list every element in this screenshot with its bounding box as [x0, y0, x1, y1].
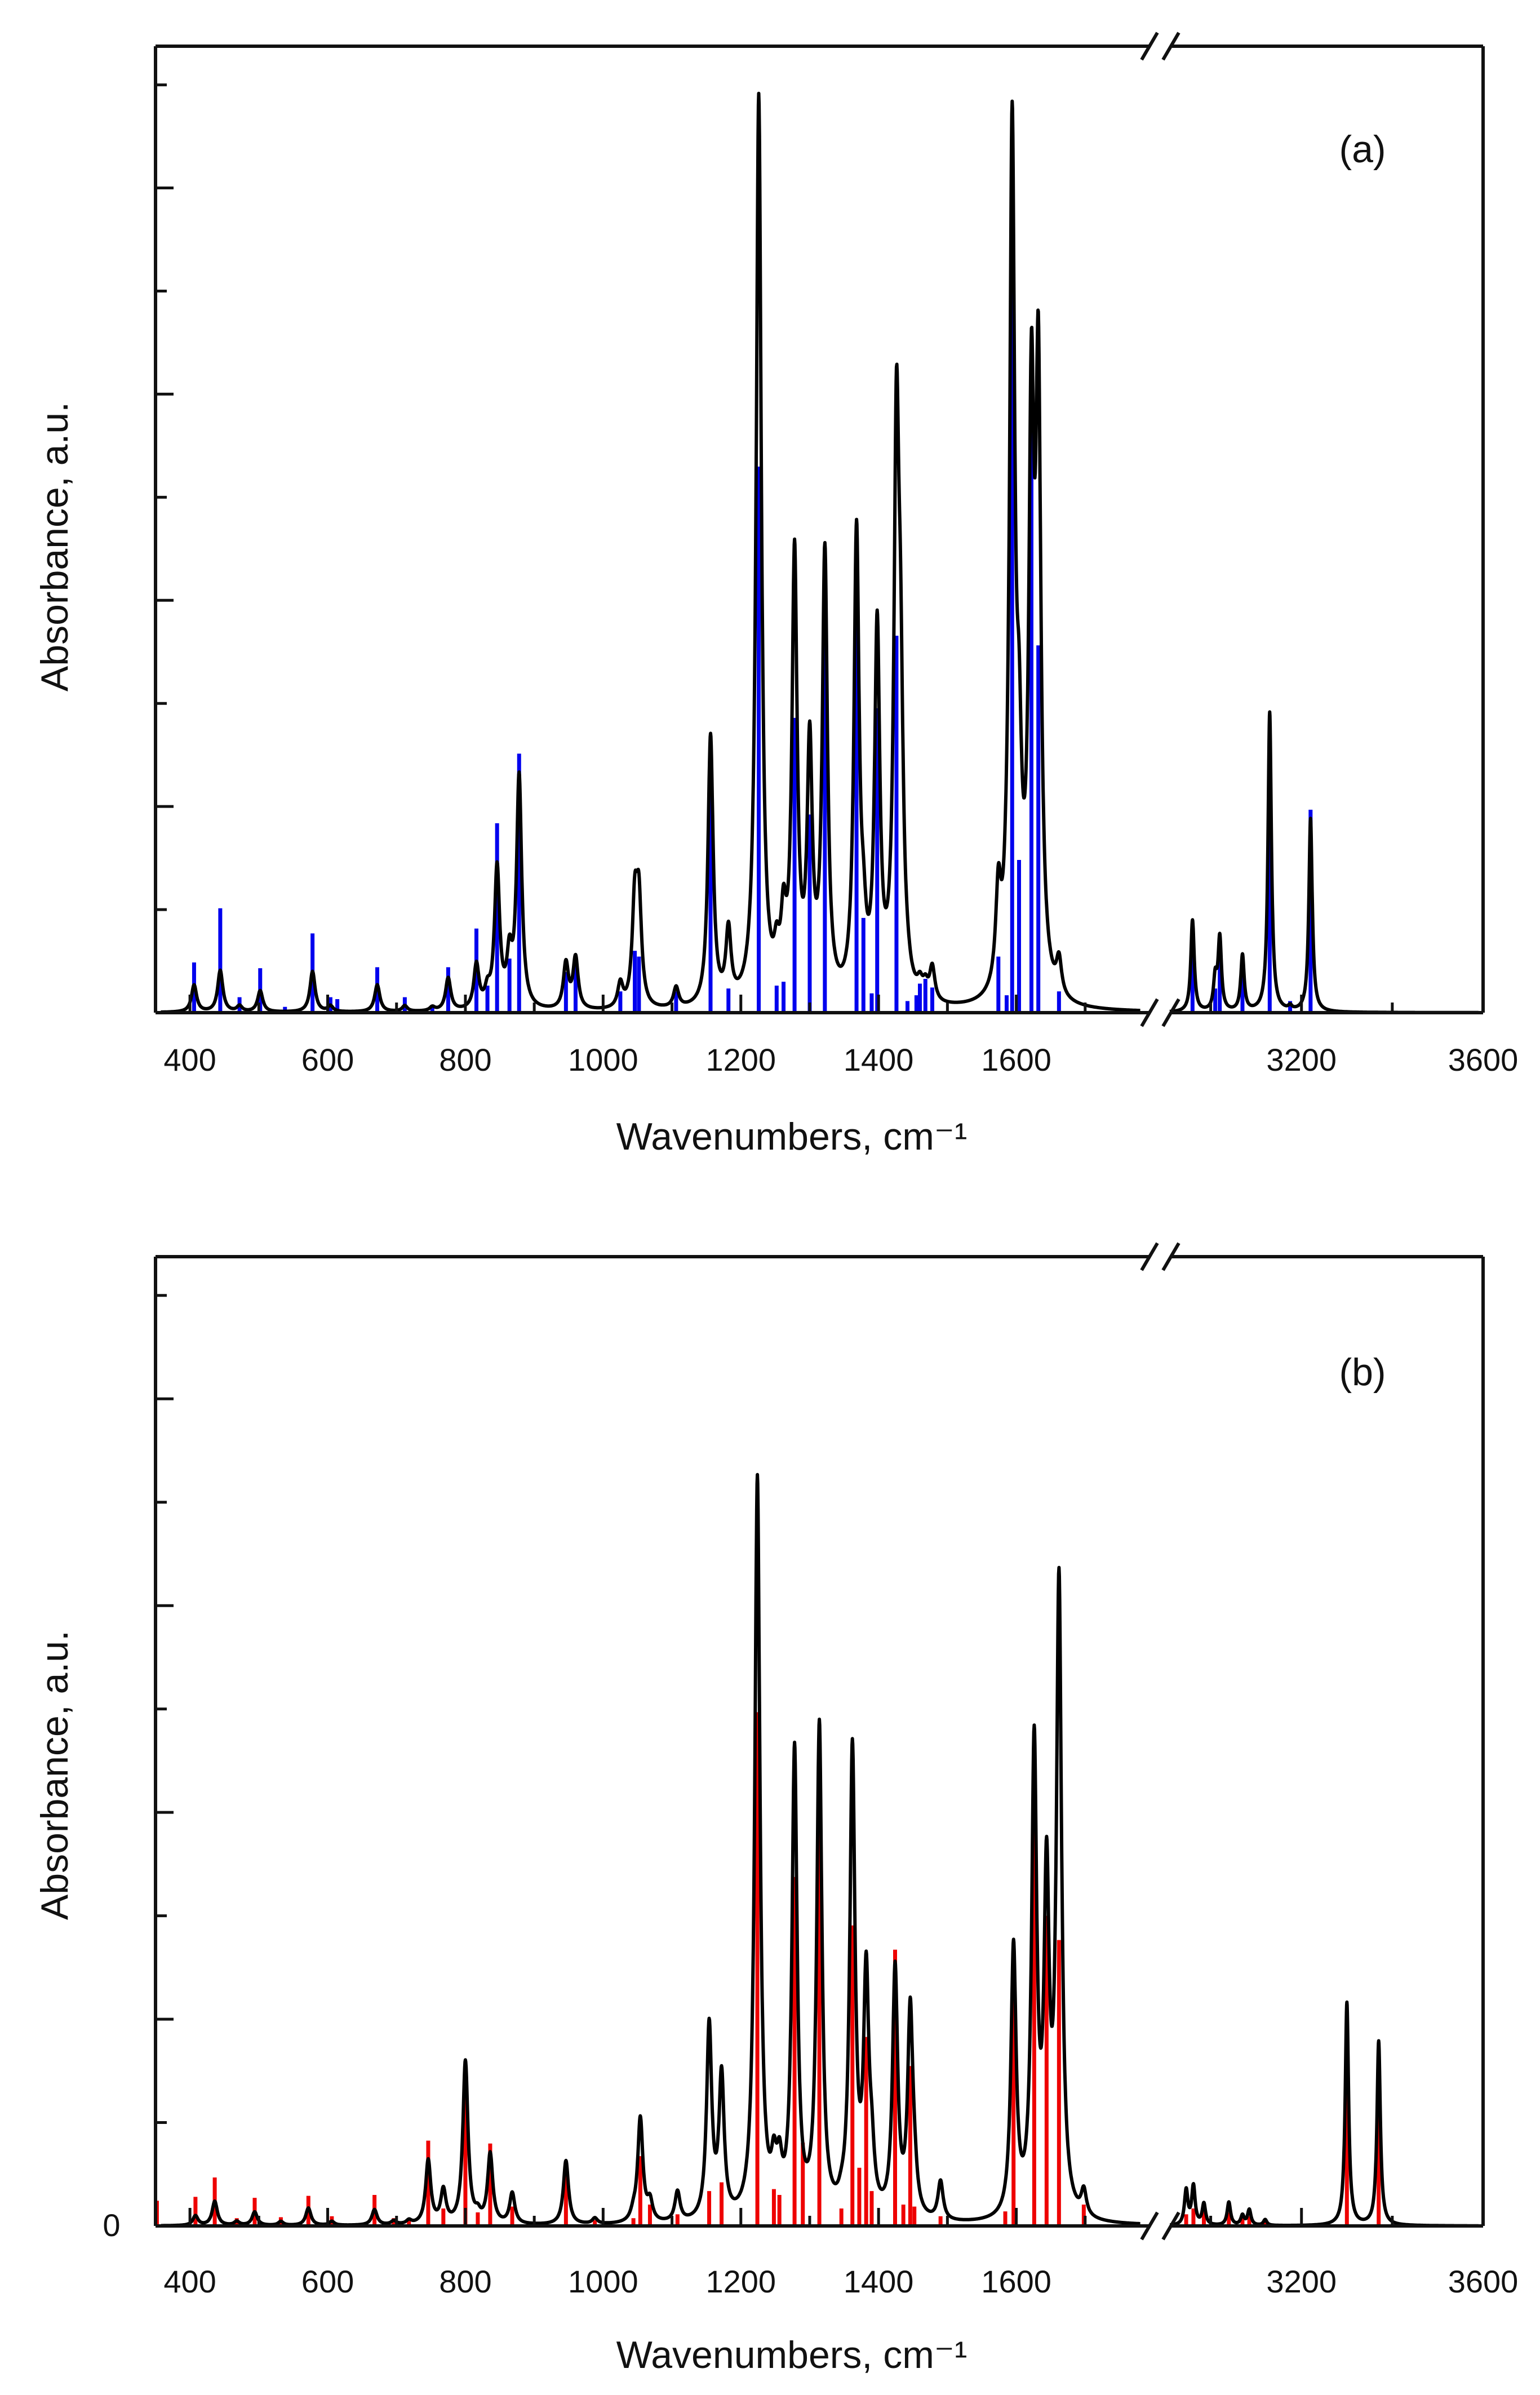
- x-tick-label: 1400: [844, 2264, 914, 2299]
- x-tick-label: 1600: [981, 1042, 1051, 1077]
- panel-a-y-axis-title: Absorbance, a.u.: [33, 402, 76, 691]
- axis-break-mark: [1140, 2211, 1159, 2241]
- panel-a-axes: 400 600 800 1000 1200 1400 1600 3200 3600: [154, 32, 1519, 1077]
- panel-b-label: (b): [1339, 1351, 1386, 1394]
- x-tick-label: 1200: [705, 2264, 776, 2299]
- x-tick-label: 600: [301, 2264, 354, 2299]
- x-tick-label: 400: [163, 1042, 216, 1077]
- axis-break-mark: [1161, 2211, 1180, 2241]
- panel-b-y-zero-label: 0: [103, 2207, 120, 2243]
- axis-break-mark: [1161, 998, 1180, 1027]
- x-tick-label: 3600: [1448, 2264, 1519, 2299]
- panel-b-y-axis-title: Absorbance, a.u.: [33, 1630, 76, 1920]
- x-tick-label: 800: [439, 2264, 491, 2299]
- axis-break-mark: [1140, 32, 1159, 61]
- x-tick-label: 3600: [1448, 1042, 1519, 1077]
- x-tick-label: 1000: [568, 1042, 638, 1077]
- panel-a: 400 600 800 1000 1200 1400 1600 3200 3600 (a) Wa…: [33, 32, 1519, 1158]
- panel-a-label: (a): [1339, 128, 1386, 171]
- panel-b-x-axis-title: Wavenumbers, cm⁻¹: [616, 2334, 968, 2376]
- x-tick-label: 1400: [844, 1042, 914, 1077]
- x-tick-label: 800: [439, 1042, 491, 1077]
- panel-a-x-axis-title: Wavenumbers, cm⁻¹: [616, 1115, 968, 1158]
- x-tick-label: 1200: [705, 1042, 776, 1077]
- axis-break-mark: [1140, 998, 1159, 1027]
- x-tick-label: 600: [301, 1042, 354, 1077]
- panel-b-axes: 400 600 800 1000 1200 1400 1600 3200 3600: [154, 1242, 1519, 2299]
- panel-b: 400 600 800 1000 1200 1400 1600 3200 3600 (b) Wa…: [33, 1242, 1519, 2376]
- axis-break-mark: [1161, 1242, 1180, 1271]
- axis-break-mark: [1140, 1242, 1159, 1271]
- x-tick-label: 1000: [568, 2264, 638, 2299]
- x-tick-label: 3200: [1266, 1042, 1337, 1077]
- x-tick-label: 400: [163, 2264, 216, 2299]
- x-tick-label: 1600: [981, 2264, 1051, 2299]
- x-tick-label: 3200: [1266, 2264, 1337, 2299]
- axis-break-mark: [1161, 32, 1180, 61]
